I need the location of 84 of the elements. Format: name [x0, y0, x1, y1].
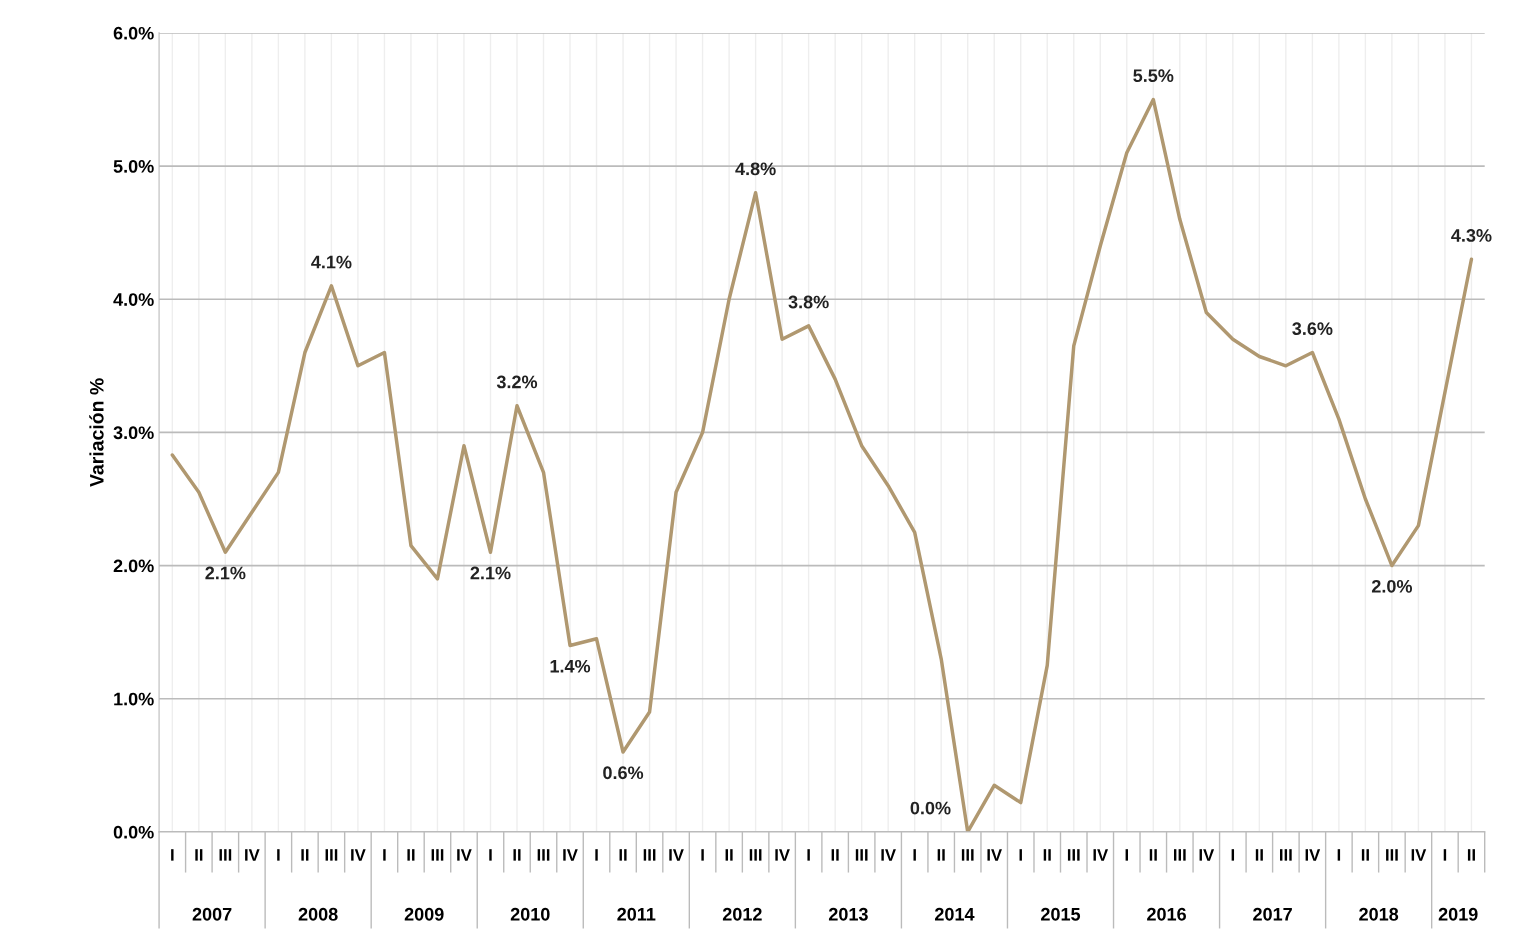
data-label: 3.2% — [496, 375, 538, 389]
x-tick-label: IV — [563, 849, 578, 861]
text: 2017 — [1253, 907, 1292, 921]
text: 2009 — [404, 907, 444, 921]
data-label: 4.3% — [1451, 229, 1492, 242]
y-tick-label: 0.0% — [113, 825, 154, 839]
x-tick-label: III — [1386, 849, 1398, 861]
x-tick-label: I — [913, 849, 916, 861]
x-tick-label: I — [595, 849, 598, 861]
x-tick-label: I — [1337, 849, 1341, 861]
x-tick-label: I — [1231, 849, 1235, 861]
x-tick-label: I — [1443, 849, 1447, 861]
x-tick-label: IV — [1411, 849, 1427, 861]
text: 2014 — [935, 907, 975, 921]
y-tick-label: 1.0% — [114, 692, 154, 706]
x-tick-label: IV — [987, 849, 1002, 861]
data-label: 0.6% — [603, 766, 644, 780]
text: 2016 — [1147, 907, 1186, 921]
x-tick-label: IV — [245, 849, 260, 861]
x-tick-label: IV — [351, 849, 366, 861]
x-tick-label: III — [219, 849, 232, 861]
data-label: 0.0% — [910, 801, 951, 815]
text: 2015 — [1041, 907, 1081, 921]
x-tick-label: III — [1173, 849, 1186, 861]
x-tick-label: II — [513, 849, 521, 861]
y-tick-label: 3.0% — [113, 426, 154, 440]
x-tick-label: IV — [457, 849, 472, 861]
x-tick-label: III — [1280, 849, 1292, 861]
y-axis-title: Variación % — [89, 378, 104, 487]
x-tick-label: I — [701, 849, 704, 861]
x-tick-label: IV — [669, 849, 684, 861]
text: 2010 — [510, 907, 550, 921]
data-label: 3.8% — [788, 295, 829, 309]
text: 2013 — [828, 907, 868, 921]
data-label: 4.1% — [311, 255, 352, 269]
data-label: 3.6% — [1292, 322, 1333, 336]
data-label: 2.1% — [205, 566, 246, 580]
text: 2008 — [298, 907, 338, 921]
x-tick-label: I — [1019, 849, 1022, 861]
x-tick-label: IV — [881, 849, 896, 861]
x-tick-label: I — [383, 849, 386, 861]
x-tick-label: II — [1255, 849, 1263, 861]
x-tick-label: I — [277, 849, 280, 861]
text: 2012 — [722, 907, 762, 921]
data-label: 1.4% — [550, 659, 591, 673]
x-tick-label: I — [489, 849, 492, 861]
x-tick-label: III — [1067, 849, 1080, 861]
x-tick-label: II — [937, 849, 945, 861]
x-tick-label: III — [749, 849, 762, 861]
x-tick-label: I — [1125, 849, 1128, 861]
text: 2011 — [617, 907, 656, 921]
x-tick-label: II — [195, 849, 203, 861]
y-tick-label: 5.0% — [113, 160, 154, 173]
x-tick-label: III — [325, 849, 338, 861]
text: 2018 — [1359, 907, 1399, 921]
x-tick-label: II — [1043, 849, 1051, 861]
x-tick-label: III — [855, 849, 868, 861]
x-tick-label: III — [961, 849, 974, 861]
x-tick-label: II — [619, 849, 627, 861]
x-tick-label: II — [725, 849, 733, 861]
x-tick-label: III — [643, 849, 656, 861]
x-tick-label: I — [171, 849, 174, 861]
data-label: 5.5% — [1133, 69, 1174, 83]
x-tick-label: IV — [1093, 849, 1109, 861]
x-tick-label: III — [431, 849, 444, 861]
x-tick-label: II — [1467, 849, 1475, 861]
y-tick-label: 6.0% — [113, 26, 154, 40]
x-tick-label: II — [1361, 849, 1369, 861]
text: 2007 — [192, 907, 232, 921]
x-tick-label: III — [537, 849, 550, 861]
y-tick-label: 4.0% — [113, 293, 154, 306]
x-tick-label: IV — [1199, 849, 1215, 861]
x-tick-label: II — [1149, 849, 1157, 861]
text: 2019 — [1438, 907, 1478, 921]
x-tick-label: I — [807, 849, 810, 861]
data-label: 2.1% — [470, 566, 511, 580]
x-tick-label: II — [407, 849, 415, 861]
x-tick-label: IV — [1305, 849, 1321, 861]
x-tick-label: II — [831, 849, 839, 861]
x-tick-label: II — [301, 849, 309, 861]
data-label: 2.0% — [1371, 579, 1413, 593]
x-tick-label: IV — [775, 849, 790, 861]
y-tick-label: 2.0% — [113, 559, 154, 573]
data-label: 4.8% — [735, 162, 776, 176]
